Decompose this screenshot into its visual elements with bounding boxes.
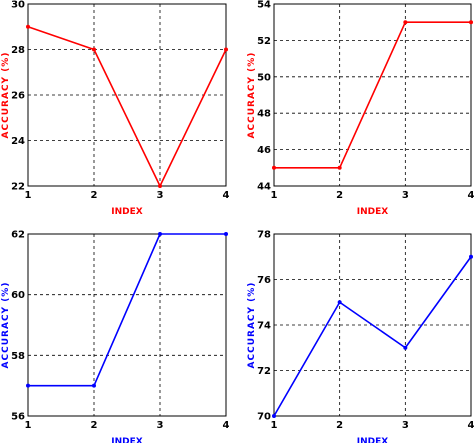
data-point	[403, 20, 408, 25]
x-axis-label: INDEX	[357, 437, 388, 443]
data-point	[469, 254, 473, 259]
y-axis-label: ACCURACY (%)	[247, 282, 257, 369]
data-point	[158, 184, 162, 188]
y-tick-label: 28	[11, 45, 25, 56]
y-tick-label: 76	[257, 275, 271, 286]
plot-frame	[273, 233, 472, 417]
y-tick-label: 78	[257, 230, 271, 241]
y-tick-label: 50	[257, 72, 271, 83]
x-tick-label: 2	[91, 190, 98, 201]
series-line	[274, 21, 471, 169]
y-tick-label: 70	[257, 412, 271, 423]
data-point	[469, 20, 473, 25]
x-tick-label: 4	[468, 420, 474, 431]
x-tick-label: 2	[91, 420, 98, 431]
data-point	[337, 165, 342, 170]
x-tick-label: 2	[336, 190, 343, 201]
x-axis-label: INDEX	[111, 207, 142, 217]
y-tick-label: 44	[257, 182, 271, 193]
x-tick-label: 3	[402, 420, 409, 431]
data-point	[26, 24, 30, 29]
y-tick-label: 56	[11, 412, 25, 423]
x-tick-label: 4	[468, 190, 474, 201]
y-tick-label: 72	[257, 366, 271, 377]
data-point	[26, 383, 30, 388]
y-tick-label: 48	[257, 109, 271, 120]
x-tick-label: 1	[25, 190, 32, 201]
chart-panel-4: 1 2 3 4 70 72 74 76 78 INDEX ACCURACY (%)	[247, 230, 474, 443]
x-tick-label: 4	[223, 190, 230, 201]
y-axis-label: ACCURACY (%)	[1, 282, 11, 369]
y-tick-label: 26	[11, 91, 25, 102]
x-axis-label: INDEX	[357, 207, 388, 217]
chart-panel-3: 1 2 3 4 56 58 60 62 INDEX ACCURACY (%)	[1, 230, 230, 443]
x-tick-label: 1	[271, 420, 278, 431]
series-line	[273, 256, 472, 417]
series-line	[28, 233, 226, 387]
x-tick-label: 1	[25, 420, 32, 431]
y-tick-label: 62	[11, 230, 25, 241]
x-tick-label: 3	[157, 190, 164, 201]
y-tick-label: 74	[257, 321, 271, 332]
data-point	[272, 165, 276, 170]
x-tick-label: 3	[402, 190, 409, 201]
y-tick-label: 60	[11, 290, 25, 301]
x-tick-label: 2	[336, 420, 343, 431]
data-point	[337, 300, 342, 305]
data-point	[272, 414, 276, 418]
plot-frame	[27, 3, 227, 187]
y-tick-label: 54	[257, 0, 271, 11]
x-axis-label: INDEX	[111, 437, 142, 443]
series-line	[27, 25, 227, 187]
y-tick-label: 30	[11, 0, 25, 11]
data-point	[403, 345, 408, 350]
data-point	[92, 383, 96, 388]
data-point	[158, 232, 162, 236]
x-tick-label: 4	[223, 420, 230, 431]
data-point	[92, 47, 96, 52]
y-tick-label: 52	[257, 36, 271, 47]
y-axis-label: ACCURACY (%)	[1, 52, 11, 139]
y-tick-label: 58	[11, 351, 25, 362]
data-point	[224, 47, 228, 52]
plot-frame	[27, 233, 227, 417]
x-tick-label: 3	[157, 420, 164, 431]
x-tick-label: 1	[271, 190, 278, 201]
y-axis-label: ACCURACY (%)	[247, 52, 257, 139]
chart-panel-1: 1 2 3 4 22 24 26 28 30 INDEX ACCURACY (%)	[1, 0, 230, 217]
y-tick-label: 24	[11, 136, 25, 147]
data-point	[224, 232, 228, 236]
plot-frame	[273, 3, 472, 187]
y-tick-label: 46	[257, 145, 271, 156]
y-tick-label: 22	[11, 182, 25, 193]
